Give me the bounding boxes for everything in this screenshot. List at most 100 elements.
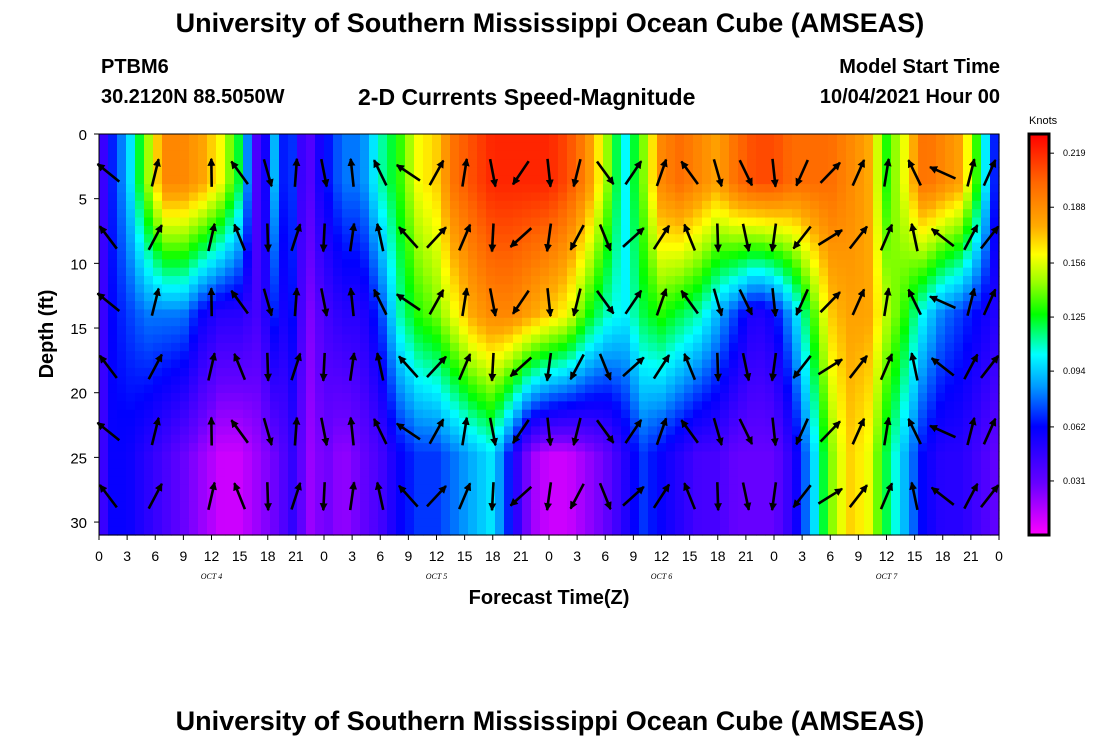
heat-cell [495,200,505,210]
heat-cell [171,225,181,235]
heat-cell [288,309,298,319]
heat-cell [882,259,892,269]
heat-cell [864,376,874,386]
heat-cell [774,518,784,528]
heat-cell [342,434,352,444]
heat-cell [108,134,118,143]
heat-cell [189,192,199,202]
heat-cell [135,409,145,419]
heat-cell [720,209,730,219]
heat-cell [126,459,136,469]
heat-cell [171,234,181,244]
heat-cell [729,301,739,311]
heat-cell [882,376,892,386]
heat-cell [459,376,469,386]
heat-cell [639,351,649,361]
heat-cell [981,134,991,143]
heat-cell [189,392,199,402]
heat-cell [108,184,118,194]
heat-cell [333,309,343,319]
heat-cell [450,284,460,294]
heat-cell [198,384,208,394]
heat-cell [351,209,361,219]
heat-cell [621,418,631,427]
heat-cell [954,451,964,461]
heat-cell [711,234,721,244]
heat-cell [144,443,154,453]
heat-cell [594,301,604,311]
heat-cell [153,392,163,402]
heat-cell [297,326,307,336]
heat-cell [567,476,577,486]
heat-cell [621,401,631,411]
heat-cell [495,509,505,519]
heat-cell [954,184,964,194]
heat-cell [747,476,757,486]
heat-cell [243,351,253,361]
heat-cell [306,351,316,361]
heat-cell [585,384,595,394]
heat-cell [261,301,271,311]
heat-cell [837,526,847,536]
heat-cell [639,134,649,143]
heat-cell [774,301,784,311]
heat-cell [549,192,559,202]
heat-cell [567,284,577,294]
heat-cell [216,509,226,519]
heat-cell [972,142,982,152]
heat-cell [477,150,487,160]
heat-cell [315,150,325,160]
heat-cell [513,200,523,210]
current-arrow [712,417,724,446]
heat-cell [234,443,244,453]
heat-cell [963,167,973,177]
heat-cell [621,167,631,177]
heat-cell [342,401,352,411]
heat-cell [846,376,856,386]
heat-cell [936,150,946,160]
heat-cell [873,342,883,352]
heat-cell [630,443,640,453]
heat-cell [837,434,847,444]
heat-cell [495,476,505,486]
heat-cell [252,159,262,169]
heat-cell [216,259,226,269]
heat-cell [981,392,991,402]
heat-cell [576,292,586,302]
heat-cell [288,200,298,210]
heat-cell [468,326,478,336]
heat-cell [873,309,883,319]
heat-cell [180,459,190,469]
heat-cell [576,217,586,227]
heat-cell [810,493,820,503]
heat-cell [738,259,748,269]
heat-cell [261,434,271,444]
heat-cell [882,142,892,152]
heat-cell [738,468,748,478]
heat-cell [900,351,910,361]
heat-cell [270,267,280,277]
heat-cell [423,426,433,436]
heat-cell [801,234,811,244]
heat-cell [297,426,307,436]
heat-cell [558,509,568,519]
heat-cell [297,234,307,244]
heat-cell [450,142,460,152]
heat-cell [792,134,802,143]
heat-cell [477,184,487,194]
heat-cell [153,501,163,511]
heat-cell [657,317,667,327]
heat-cell [468,443,478,453]
heat-cell [216,184,226,194]
current-arrow [595,419,615,444]
current-arrow [147,482,163,510]
heat-cell [765,234,775,244]
heat-cell [648,217,658,227]
heat-cell [882,175,892,185]
heat-cell [423,225,433,235]
heat-cell [306,443,316,453]
heat-cell [477,200,487,210]
heat-cell [207,150,217,160]
heat-cell [927,392,937,402]
heat-cell [432,376,442,386]
